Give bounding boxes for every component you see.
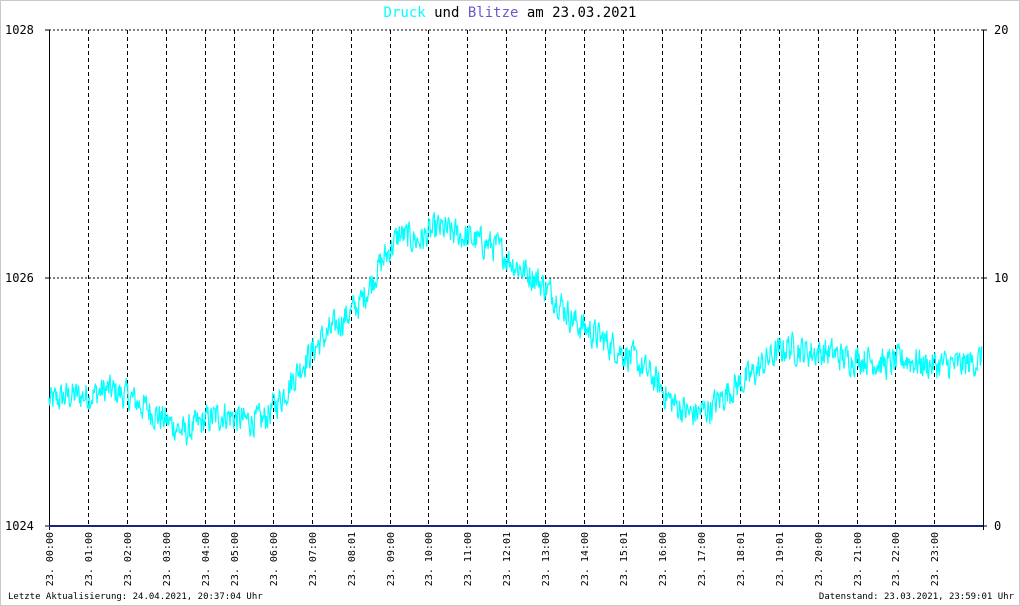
x-tick-label: 23. 12:01 [502,532,513,586]
x-tick-label: 23. 02:00 [123,532,134,586]
x-tick-label: 23. 01:00 [84,532,95,586]
x-tick-label: 23. 20:00 [814,532,825,586]
series-druck-line [48,211,983,446]
x-tick-label: 23. 17:00 [697,532,708,586]
x-tick-label: 23. 13:00 [541,532,552,586]
y-right-tick-label: 10 [994,271,1008,285]
footer-data-state: Datenstand: 23.03.2021, 23:59:01 Uhr [818,592,1014,602]
y-left-tick-label: 1026 [5,271,34,285]
title-und: und [434,5,460,21]
x-tick-label: 23. 22:00 [891,532,902,586]
x-tick-label: 23. 08:01 [347,532,358,586]
y-left-tick-label: 1024 [5,519,34,533]
title-am: am [526,5,544,21]
x-tick-label: 23. 23:00 [930,532,941,586]
x-tick-label: 23. 15:01 [619,532,630,586]
x-tick-label: 23. 06:00 [269,532,280,586]
x-tick-label: 23. 10:00 [424,532,435,586]
x-tick-label: 23. 04:00 [201,532,212,586]
y-left-tick-label: 1028 [5,23,34,37]
x-tick-label: 23. 18:01 [736,532,747,586]
title-druck: Druck [383,5,426,21]
chart-title: Druck und Blitze am 23.03.2021 [0,5,1020,21]
x-tick-label: 23. 11:00 [463,532,474,586]
y-right-tick-label: 20 [994,23,1008,37]
footer-last-update: Letzte Aktualisierung: 24.04.2021, 20:37… [8,592,263,602]
x-tick-label: 23. 19:01 [775,532,786,586]
title-date: 23.03.2021 [552,5,637,21]
x-tick-label: 23. 14:00 [580,532,591,586]
title-blitze: Blitze [467,5,519,21]
x-tick-label: 23. 09:00 [386,532,397,586]
x-tick-label: 23. 00:00 [45,532,56,586]
x-tick-label: 23. 16:00 [658,532,669,586]
x-tick-label: 23. 21:00 [853,532,864,586]
x-tick-label: 23. 03:00 [162,532,173,586]
x-tick-label: 23. 05:00 [230,532,241,586]
y-right-tick-label: 0 [994,519,1001,533]
x-tick-label: 23. 07:00 [308,532,319,586]
